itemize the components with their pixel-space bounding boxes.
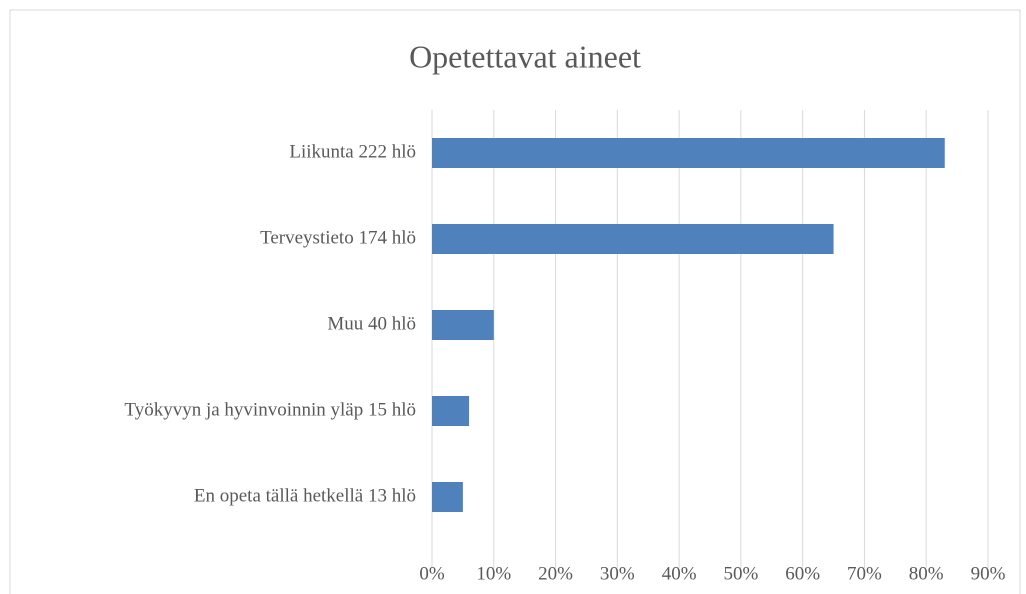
- chart-frame: [9, 9, 1021, 594]
- bar: [432, 310, 494, 340]
- x-tick-label: 30%: [600, 563, 635, 584]
- bar: [432, 482, 463, 512]
- y-tick-label: Muu 40 hlö: [327, 313, 416, 334]
- x-tick-label: 60%: [785, 563, 820, 584]
- x-tick-label: 10%: [476, 563, 511, 584]
- x-tick-label: 80%: [909, 563, 944, 584]
- y-tick-label: Työkyvyn ja hyvinvoinnin yläp 15 hlö: [124, 399, 416, 420]
- x-tick-label: 40%: [662, 563, 697, 584]
- y-tick-label: Terveystieto 174 hlö: [260, 227, 416, 248]
- y-tick-label: Liikunta 222 hlö: [289, 141, 416, 162]
- x-tick-label: 0%: [419, 563, 445, 584]
- x-tick-label: 50%: [723, 563, 758, 584]
- x-tick-label: 90%: [971, 563, 1006, 584]
- x-tick-label: 70%: [847, 563, 882, 584]
- bar: [432, 224, 834, 254]
- x-tick-label: 20%: [538, 563, 573, 584]
- bar: [432, 138, 945, 168]
- bar: [432, 396, 470, 426]
- y-tick-label: En opeta tällä hetkellä 13 hlö: [194, 485, 416, 506]
- chart-title: Opetettavat aineet: [409, 38, 641, 74]
